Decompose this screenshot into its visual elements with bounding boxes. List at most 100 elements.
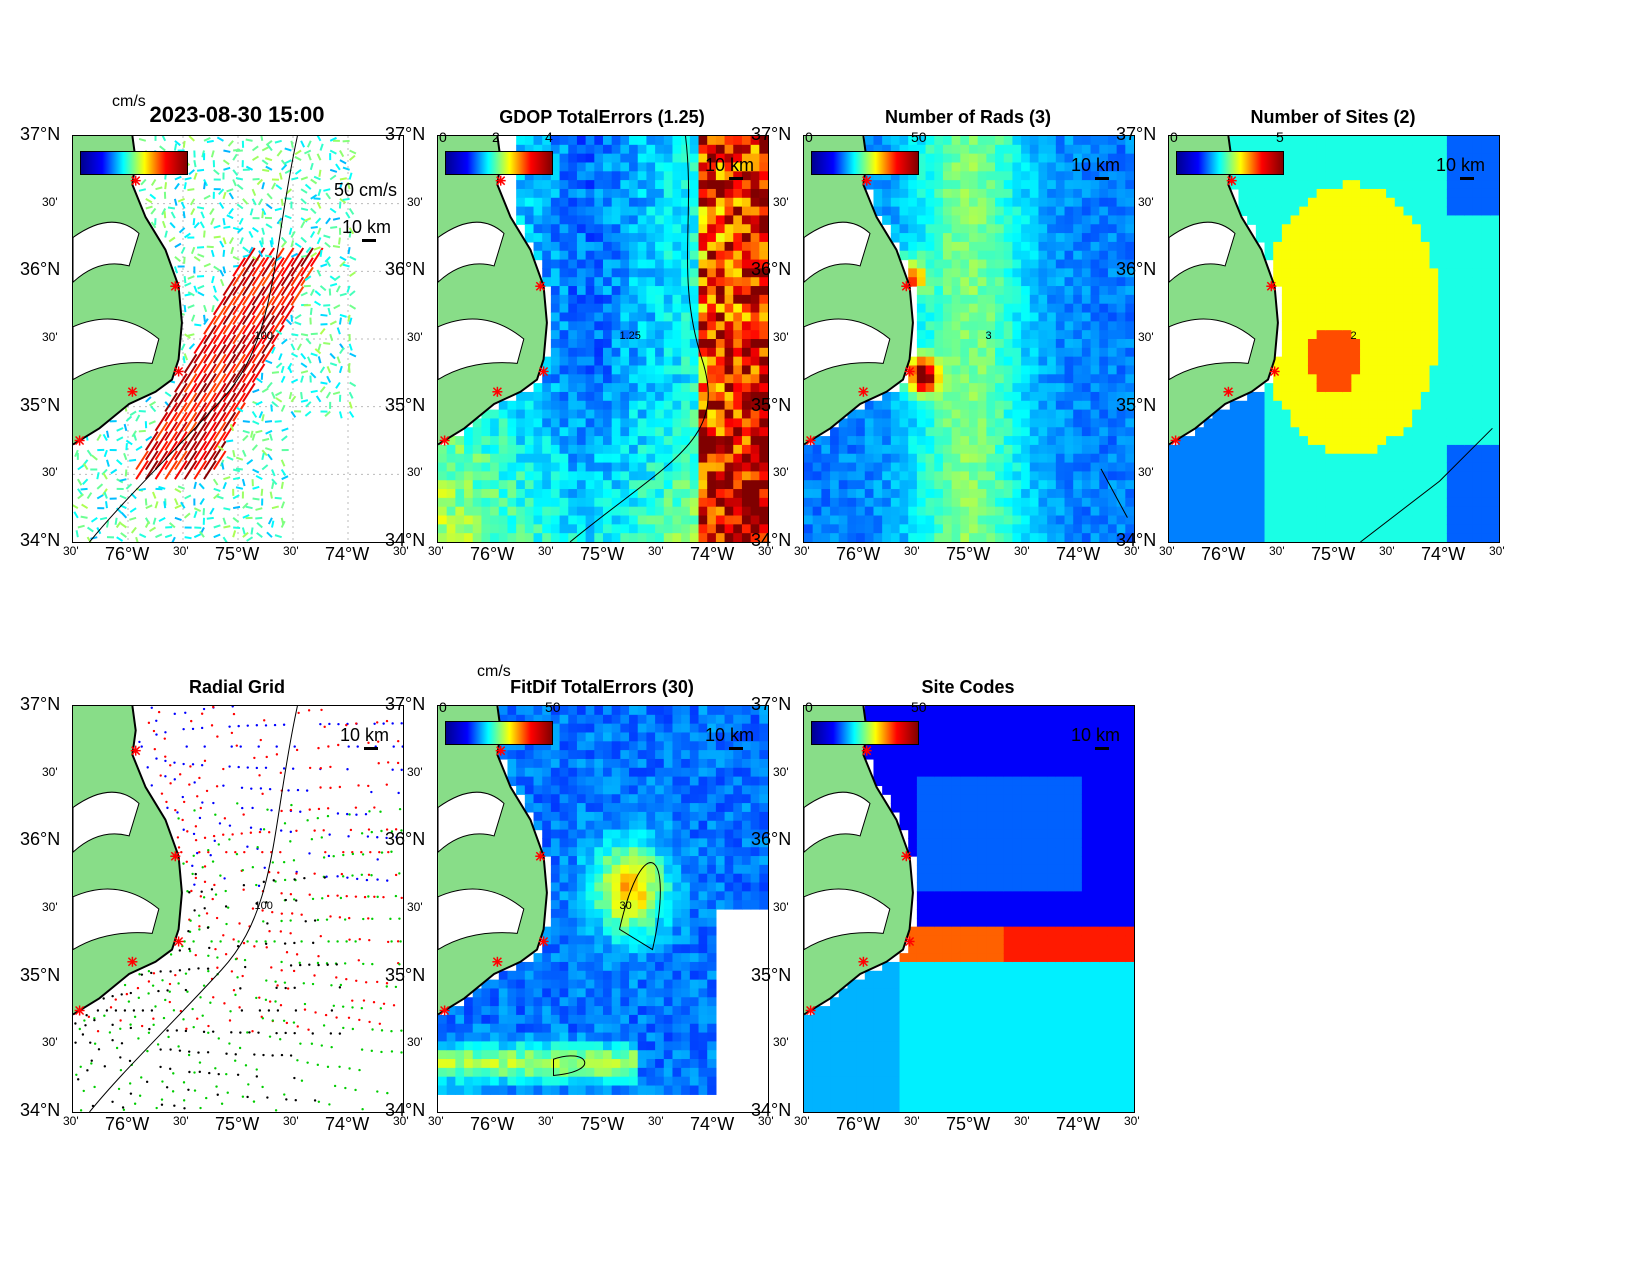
heatmap-cell xyxy=(707,418,717,428)
current-vector xyxy=(232,179,237,187)
heatmap-cell xyxy=(594,383,604,393)
heatmap-cell xyxy=(995,391,1005,402)
heatmap-cell xyxy=(1316,197,1326,208)
heatmap-cell xyxy=(620,250,630,261)
heatmap-cell xyxy=(481,480,491,490)
heatmap-cell xyxy=(1446,436,1457,446)
heatmap-cell xyxy=(1386,356,1396,367)
heatmap-cell xyxy=(1394,144,1405,155)
heatmap-cell xyxy=(1238,515,1248,525)
heatmap-cell xyxy=(715,215,726,225)
heatmap-cell xyxy=(1290,453,1300,464)
current-vector xyxy=(213,533,221,539)
heatmap-cell xyxy=(490,444,500,455)
heatmap-cell xyxy=(942,506,953,517)
heatmap-cell xyxy=(733,400,743,411)
heatmap-cell xyxy=(1368,506,1379,517)
current-vector xyxy=(174,392,188,413)
current-vector xyxy=(116,536,124,542)
current-vector xyxy=(183,440,198,461)
heatmap-cell xyxy=(655,374,665,384)
current-vector xyxy=(317,356,322,364)
heatmap-cell xyxy=(672,136,682,146)
heatmap-cell xyxy=(1055,206,1066,217)
heatmap-cell xyxy=(681,339,691,349)
heatmap-cell xyxy=(1281,303,1292,314)
heatmap-cell xyxy=(925,462,935,472)
current-vector xyxy=(261,286,275,306)
heatmap-cell xyxy=(960,312,970,322)
current-vector xyxy=(320,381,328,385)
heatmap-cell xyxy=(715,259,726,269)
heatmap-cell xyxy=(715,303,726,314)
heatmap-cell xyxy=(899,180,909,190)
current-vector xyxy=(229,423,235,432)
heatmap-cell xyxy=(1307,233,1318,243)
map-canvas: 2 xyxy=(1169,136,1499,542)
heatmap-cell xyxy=(986,259,996,269)
heatmap-cell xyxy=(1264,383,1274,393)
heatmap-cell xyxy=(812,533,822,542)
heatmap-cell xyxy=(934,224,944,234)
heatmap-cell xyxy=(724,356,734,367)
heatmap-cell xyxy=(960,489,970,499)
heatmap-cell xyxy=(585,444,595,455)
heatmap-cell xyxy=(585,436,595,446)
heatmap-cell xyxy=(1455,144,1465,155)
heatmap-cell xyxy=(455,506,465,517)
current-vector xyxy=(261,449,268,457)
heatmap-cell xyxy=(1299,489,1309,499)
heatmap-cell xyxy=(812,436,822,446)
heatmap-cell xyxy=(689,286,700,296)
heatmap-cell xyxy=(1003,480,1014,490)
heatmap-cell xyxy=(1403,171,1413,181)
heatmap-cell xyxy=(724,330,734,340)
current-vector xyxy=(314,290,322,297)
heatmap-cell xyxy=(1125,462,1134,472)
current-vector xyxy=(130,526,137,534)
current-vector xyxy=(257,198,264,206)
heatmap-cell xyxy=(960,215,970,225)
heatmap-cell xyxy=(960,294,970,305)
heatmap-cell xyxy=(908,215,918,225)
heatmap-cell xyxy=(1247,136,1257,146)
heatmap-cell xyxy=(942,365,953,375)
current-vector xyxy=(316,269,322,277)
heatmap-cell xyxy=(698,533,708,542)
heatmap-cell xyxy=(1038,144,1048,155)
heatmap-cell xyxy=(1038,365,1048,375)
heatmap-cell xyxy=(1247,480,1257,490)
heatmap-cell xyxy=(1394,418,1405,428)
heatmap-cell xyxy=(882,400,892,411)
heatmap-cell xyxy=(1055,233,1066,243)
heatmap-cell xyxy=(899,444,909,455)
current-vector xyxy=(261,182,265,190)
heatmap-cell xyxy=(594,312,604,322)
heatmap-cell xyxy=(568,224,578,234)
heatmap-cell xyxy=(856,444,866,455)
heatmap-cell xyxy=(960,286,970,296)
heatmap-cell xyxy=(969,453,979,464)
heatmap-cell xyxy=(1125,144,1134,155)
heatmap-cell xyxy=(1081,312,1092,322)
heatmap-cell xyxy=(1403,303,1413,314)
heatmap-cell xyxy=(925,365,935,375)
heatmap-cell xyxy=(1290,215,1300,225)
heatmap-cell xyxy=(1090,524,1100,534)
heatmap-cell xyxy=(559,321,569,331)
heatmap-cell xyxy=(1438,515,1448,525)
heatmap-cell xyxy=(672,480,682,490)
heatmap-cell xyxy=(1446,303,1457,314)
heatmap-cell xyxy=(542,259,552,269)
heatmap-cell xyxy=(934,427,944,437)
heatmap-cell xyxy=(611,524,621,534)
heatmap-cell xyxy=(594,524,604,534)
heatmap-cell xyxy=(942,250,953,261)
heatmap-cell xyxy=(1446,215,1457,225)
heatmap-cell xyxy=(960,391,970,402)
current-vector xyxy=(90,517,98,523)
heatmap-cell xyxy=(542,497,552,508)
heatmap-cell xyxy=(951,471,961,481)
heatmap-cell xyxy=(620,294,630,305)
current-vector xyxy=(213,235,221,239)
